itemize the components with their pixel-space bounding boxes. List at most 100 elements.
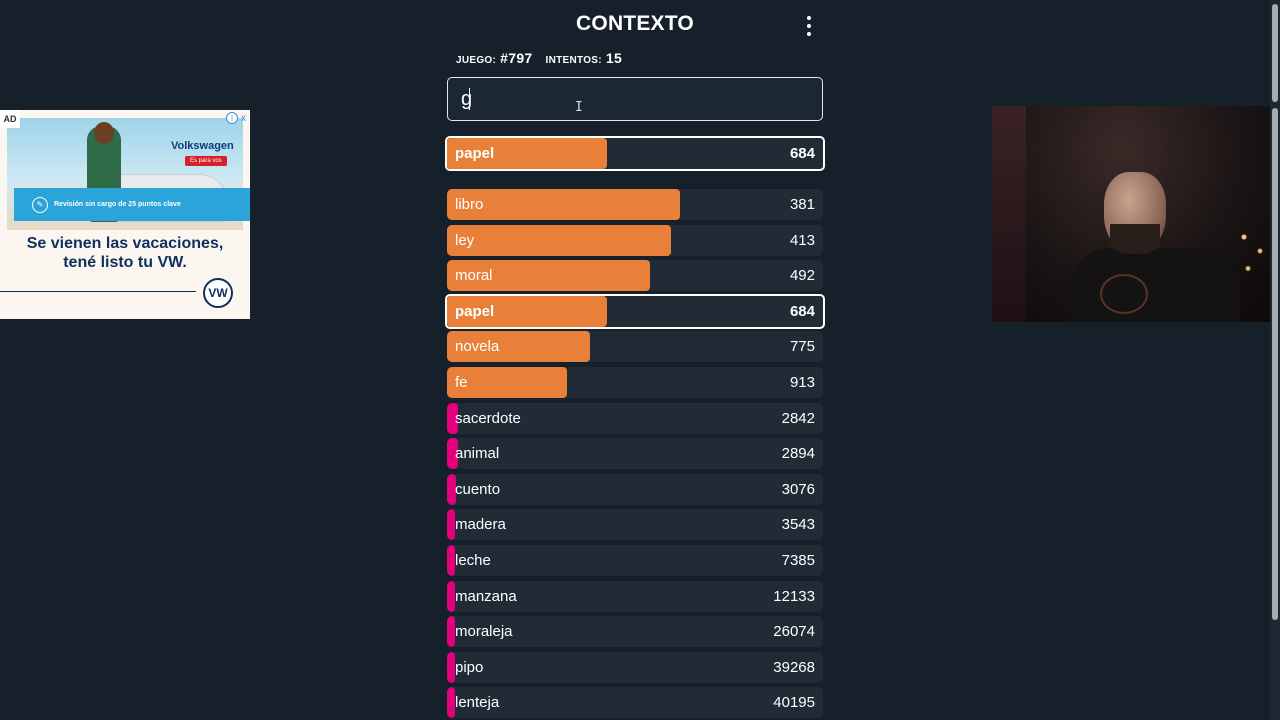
guess-row[interactable]: manzana 12133 [447, 581, 823, 612]
ibeam-cursor-icon: I [575, 100, 583, 115]
guess-distance: 26074 [773, 623, 815, 640]
guess-distance: 7385 [781, 552, 815, 569]
ad-headline: Se vienen las vacaciones, tené listo tu … [0, 234, 250, 272]
guess-row[interactable]: libro 381 [447, 189, 823, 220]
guess-row[interactable]: pipo 39268 [447, 652, 823, 683]
last-guess-row[interactable]: papel 684 [445, 136, 825, 171]
guess-row[interactable]: moraleja 26074 [447, 616, 823, 647]
wrench-icon: ✎ [32, 196, 48, 213]
guess-distance: 39268 [773, 659, 815, 676]
webcam-shirt-print [1100, 274, 1148, 314]
similarity-bar [447, 616, 455, 647]
guess-word: cuento [455, 481, 501, 498]
guess-word: animal [455, 445, 500, 462]
page-title: CONTEXTO [576, 12, 694, 35]
ad-close-icon[interactable]: x [241, 112, 246, 124]
guess-distance: 684 [789, 303, 815, 320]
ad-brand: Volkswagen [171, 140, 234, 152]
guess-word: novela [455, 338, 500, 355]
similarity-bar [447, 652, 455, 683]
guess-row[interactable]: madera 3543 [447, 509, 823, 540]
similarity-bar [447, 296, 607, 327]
guess-row[interactable]: ley 413 [447, 225, 823, 256]
webcam-lights [1232, 216, 1272, 286]
ad-headline-line-1: Se vienen las vacaciones, [26, 235, 224, 252]
guess-word: sacerdote [455, 410, 521, 427]
guess-row[interactable]: novela 775 [447, 331, 823, 362]
guess-row[interactable]: papel 684 [445, 294, 825, 329]
guess-row[interactable]: lenteja 40195 [447, 687, 823, 718]
attempts-label: INTENTOS: [545, 55, 602, 66]
game-label: JUEGO: [456, 55, 497, 66]
ad-info-icon[interactable]: i [226, 112, 238, 124]
webcam-background [992, 106, 1026, 322]
guess-distance: 413 [789, 232, 815, 249]
page-scrollbar[interactable] [1270, 0, 1280, 720]
scrollbar-thumb[interactable] [1272, 4, 1278, 102]
similarity-bar [447, 509, 455, 540]
guess-word: papel [455, 145, 495, 162]
guess-row[interactable]: animal 2894 [447, 438, 823, 469]
guess-word: pipo [455, 659, 484, 676]
text-caret [469, 88, 470, 110]
game-number: #797 [500, 50, 533, 66]
guess-distance: 775 [789, 338, 815, 355]
ad-banner-text: Revisión sin cargo de 25 puntos clave [54, 201, 181, 208]
similarity-bar [447, 367, 568, 398]
similarity-bar [447, 474, 457, 505]
guess-word: papel [455, 303, 495, 320]
guess-word: ley [455, 232, 475, 249]
guess-row[interactable]: cuento 3076 [447, 474, 823, 505]
menu-dot-icon [807, 24, 811, 28]
guess-word: fe [455, 374, 468, 391]
guess-distance: 12133 [773, 588, 815, 605]
guess-distance: 2842 [781, 410, 815, 427]
similarity-bar [447, 687, 455, 718]
guess-word: leche [455, 552, 491, 569]
guess-distance: 3076 [781, 481, 815, 498]
scrollbar-track-segment [1272, 108, 1278, 620]
ad-photo: Volkswagen Es para vos ✎ Revisión sin ca… [7, 118, 250, 230]
similarity-bar [447, 331, 590, 362]
similarity-bar [447, 545, 455, 576]
similarity-bar [447, 260, 651, 291]
guess-distance: 492 [789, 267, 815, 284]
guess-input[interactable] [447, 77, 823, 121]
guess-row[interactable]: moral 492 [447, 260, 823, 291]
guess-distance: 40195 [773, 694, 815, 711]
menu-dot-icon [807, 16, 811, 20]
guess-distance: 2894 [781, 445, 815, 462]
guess-word: libro [455, 196, 484, 213]
menu-button[interactable] [802, 16, 816, 36]
guess-word: madera [455, 516, 506, 533]
attempts-count: 15 [605, 50, 623, 66]
similarity-bar [447, 189, 681, 220]
guess-distance: 684 [789, 145, 815, 162]
guess-word: lenteja [455, 694, 500, 711]
guess-word: moral [455, 267, 493, 284]
guess-row[interactable]: sacerdote 2842 [447, 403, 823, 434]
ad-banner: ✎ Revisión sin cargo de 25 puntos clave [14, 188, 250, 221]
guess-row[interactable]: leche 7385 [447, 545, 823, 576]
guess-word: manzana [455, 588, 517, 605]
ad-label: AD [0, 110, 20, 128]
similarity-bar [447, 225, 671, 256]
guess-distance: 3543 [781, 516, 815, 533]
ad-headline-line-2: tené listo tu VW. [63, 254, 187, 271]
webcam-person-beard [1110, 224, 1160, 254]
similarity-bar [447, 438, 458, 469]
webcam-overlay [992, 106, 1280, 322]
guess-row[interactable]: fe 913 [447, 367, 823, 398]
guess-word: moraleja [455, 623, 513, 640]
similarity-bar [447, 138, 607, 169]
similarity-bar [447, 403, 459, 434]
game-stats: JUEGO: #797 INTENTOS: 15 [456, 50, 622, 66]
ad-info-controls: i x [226, 112, 246, 124]
ad-divider [0, 291, 196, 292]
advertisement[interactable]: Volkswagen Es para vos ✎ Revisión sin ca… [0, 110, 250, 319]
vw-logo-icon: VW [203, 278, 233, 308]
guess-distance: 913 [789, 374, 815, 391]
ad-tagline: Es para vos [185, 156, 227, 166]
guess-distance: 381 [789, 196, 815, 213]
webcam-person-body [1070, 248, 1240, 322]
